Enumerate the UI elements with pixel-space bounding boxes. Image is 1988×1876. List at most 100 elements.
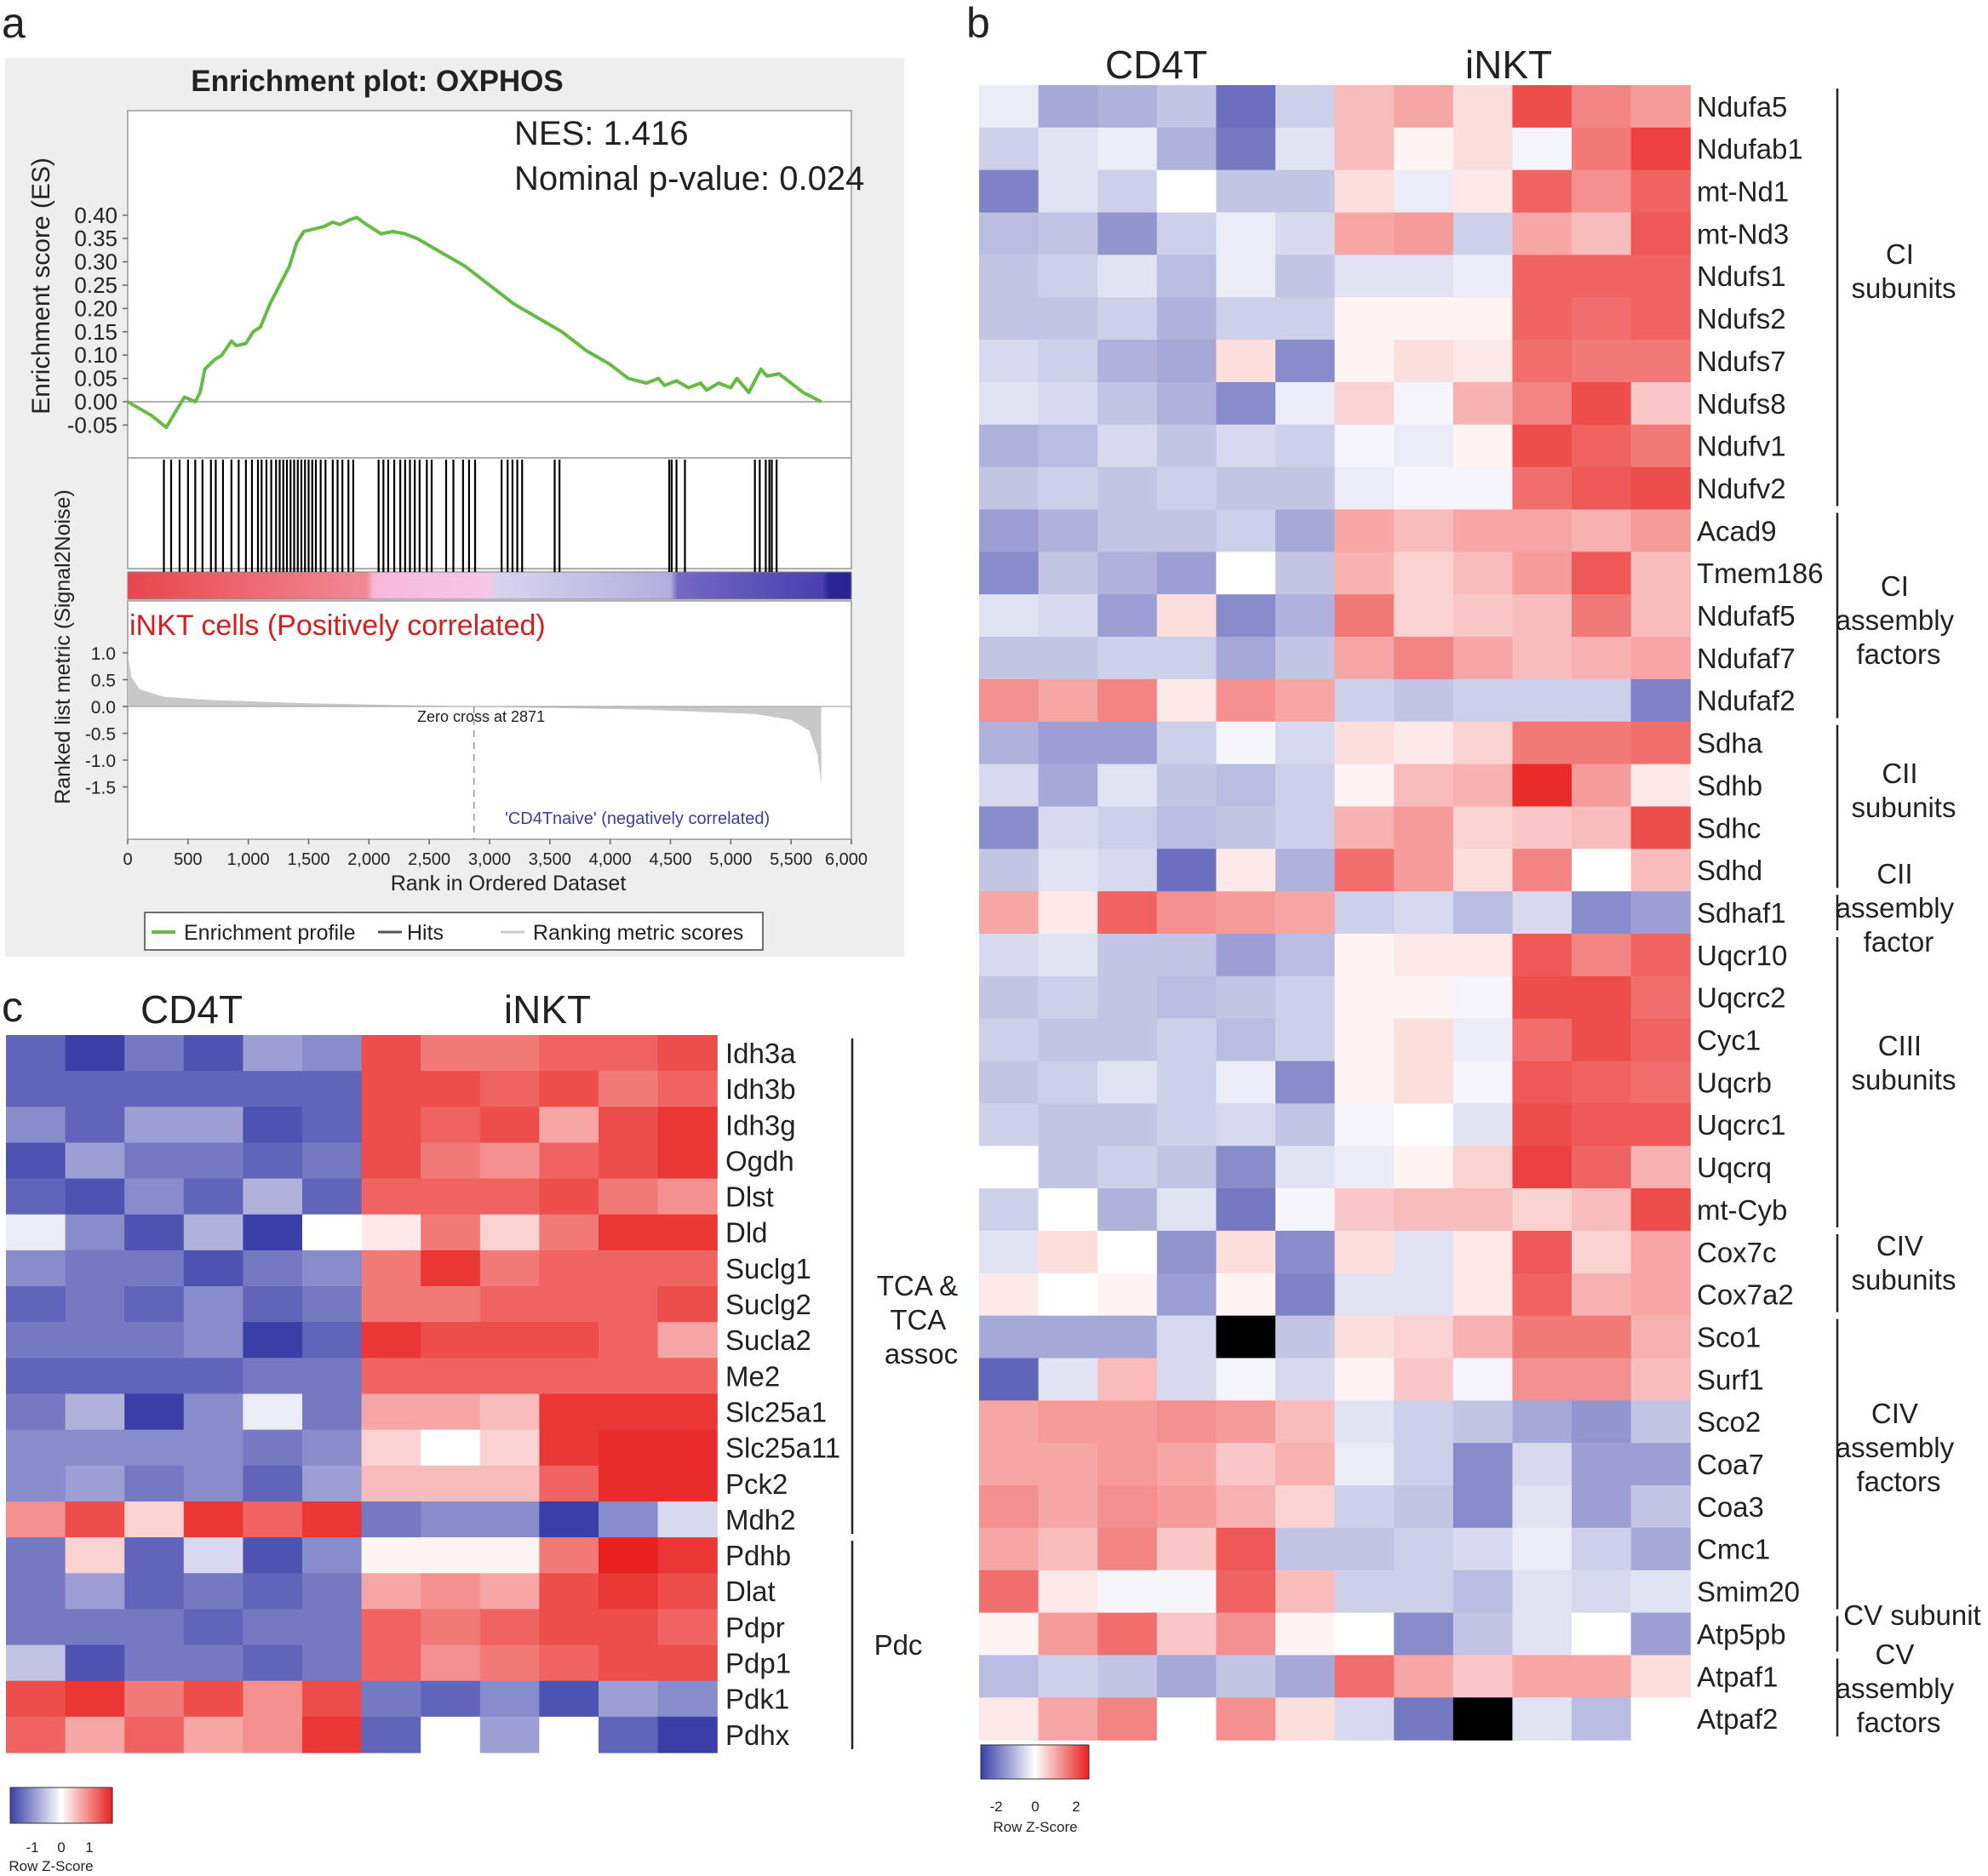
heatmap-cell: [1512, 381, 1573, 426]
heatmap-cell: [979, 169, 1040, 214]
heatmap-cell: [1452, 975, 1513, 1020]
heatmap-cell: [1216, 127, 1276, 171]
heatmap-cell: [361, 1393, 421, 1431]
heatmap-cell: [1097, 1527, 1158, 1571]
heatmap-cell: [6, 1178, 66, 1215]
heatmap-cell: [1452, 806, 1513, 849]
heatmap-row-label: Coa7: [1697, 1449, 1764, 1480]
category-civ-assembly-line-2: assembly: [1836, 1432, 1955, 1463]
heatmap-cell: [979, 1400, 1040, 1444]
heatmap-cell: [539, 1107, 599, 1144]
heatmap-cell: [1097, 1061, 1158, 1104]
heatmap-cell: [1275, 975, 1336, 1020]
heatmap-cell: [1512, 891, 1573, 935]
heatmap-row-label: Idh3a: [725, 1038, 796, 1069]
heatmap-cell: [1452, 552, 1513, 595]
heatmap-cell: [1394, 255, 1454, 298]
heatmap-cell: [1216, 1400, 1276, 1444]
heatmap-cell: [479, 1716, 540, 1753]
heatmap-cell: [1038, 1358, 1098, 1401]
es-y-axis-label: Enrichment score (ES): [27, 157, 55, 415]
heatmap-cell: [1275, 637, 1336, 680]
heatmap-b-group-inkt: iNKT: [1465, 43, 1552, 87]
heatmap-row-label: Sco1: [1697, 1321, 1761, 1353]
heatmap-cell: [1097, 212, 1158, 255]
heatmap-cell: [65, 1142, 125, 1180]
heatmap-row-label: Acad9: [1697, 515, 1777, 546]
heatmap-cell: [1334, 1061, 1395, 1104]
x-tick-label: 5,500: [770, 850, 812, 869]
heatmap-cell: [1097, 1400, 1158, 1444]
es-y-tick-label: 0.00: [74, 389, 117, 415]
heatmap-row-label: Uqcrb: [1697, 1067, 1772, 1098]
heatmap-cell: [361, 1071, 421, 1107]
heatmap-cell: [1630, 678, 1691, 723]
heatmap-cell: [1630, 594, 1691, 638]
heatmap-cell: [1452, 424, 1513, 468]
heatmap-cell: [1334, 340, 1395, 383]
x-tick-label: 0: [123, 850, 132, 869]
negative-correlation-label: 'CD4Tnaive' (negatively correlated): [505, 809, 770, 828]
heatmap-cell: [1512, 1485, 1573, 1529]
heatmap-cell: [1097, 1146, 1158, 1189]
heatmap-cell: [6, 1573, 66, 1610]
heatmap-cell: [1216, 721, 1276, 765]
heatmap-cell: [479, 1358, 540, 1395]
heatmap-cell: [243, 1465, 303, 1502]
es-y-axis: 0.400.350.300.250.200.150.100.050.00-0.0…: [67, 203, 128, 438]
heatmap-cell: [479, 1537, 540, 1574]
heatmap-cell: [1512, 552, 1573, 595]
heatmap-cell: [1630, 721, 1691, 765]
heatmap-cell: [1156, 1358, 1217, 1401]
heatmap-cell: [979, 1146, 1040, 1189]
heatmap-cell: [1394, 1612, 1454, 1656]
heatmap-cell: [1097, 721, 1158, 765]
heatmap-cell: [1452, 127, 1513, 171]
heatmap-cell: [1216, 424, 1276, 468]
heatmap-cell: [1512, 340, 1573, 383]
colorbar-c-tick-mid: 0: [57, 1839, 65, 1856]
heatmap-cell: [1216, 509, 1276, 552]
heatmap-row-label: Smim20: [1697, 1576, 1800, 1608]
heatmap-cell: [1038, 891, 1098, 935]
heatmap-row-label: Ndufs8: [1697, 388, 1786, 420]
heatmap-cell: [1394, 934, 1454, 977]
heatmap-cell: [1156, 381, 1217, 426]
heatmap-row-label: Suclg2: [725, 1289, 811, 1320]
heatmap-cell: [1394, 1230, 1454, 1274]
category-ci-subunits-line-2: subunits: [1852, 272, 1956, 304]
heatmap-cell: [1216, 594, 1276, 638]
heatmap-cell: [65, 1358, 125, 1395]
heatmap-row-label: Cmc1: [1697, 1534, 1770, 1565]
heatmap-cell: [1097, 1570, 1158, 1614]
heatmap-cell: [1512, 424, 1573, 468]
category-civ-assembly-factors: CIV assembly factors: [1836, 1398, 1962, 1497]
heatmap-cell: [1572, 1273, 1632, 1317]
heatmap-cell: [1512, 1018, 1573, 1062]
heatmap-cell: [1275, 552, 1336, 595]
heatmap-row-label: Ndufaf5: [1697, 600, 1796, 632]
heatmap-cell: [1216, 466, 1276, 511]
x-tick-label: 4,500: [649, 850, 691, 869]
heatmap-cell: [302, 1250, 363, 1287]
heatmap-cell: [1630, 1188, 1691, 1232]
heatmap-cell: [124, 1501, 185, 1538]
heatmap-cell: [1275, 1273, 1336, 1317]
heatmap-cell: [1630, 212, 1691, 255]
heatmap-cell: [1216, 1527, 1276, 1571]
heatmap-cell: [124, 1250, 185, 1287]
heatmap-cell: [1630, 975, 1691, 1020]
heatmap-cell: [1216, 891, 1276, 935]
heatmap-cell: [1038, 466, 1098, 511]
heatmap-cell: [1038, 381, 1098, 426]
heatmap-cell: [6, 1107, 66, 1144]
heatmap-row-label: Sdhb: [1697, 769, 1762, 801]
es-y-tick-label: 0.35: [74, 226, 117, 251]
heatmap-cell: [1097, 466, 1158, 511]
enrichment-plot-title: Enrichment plot: OXPHOS: [191, 65, 564, 98]
heatmap-row-label: Ndufs7: [1697, 346, 1786, 377]
heatmap-cell: [599, 1644, 659, 1682]
heatmap-cell: [361, 1573, 421, 1610]
heatmap-cell: [599, 1429, 659, 1467]
heatmap-cell: [1572, 1400, 1632, 1444]
